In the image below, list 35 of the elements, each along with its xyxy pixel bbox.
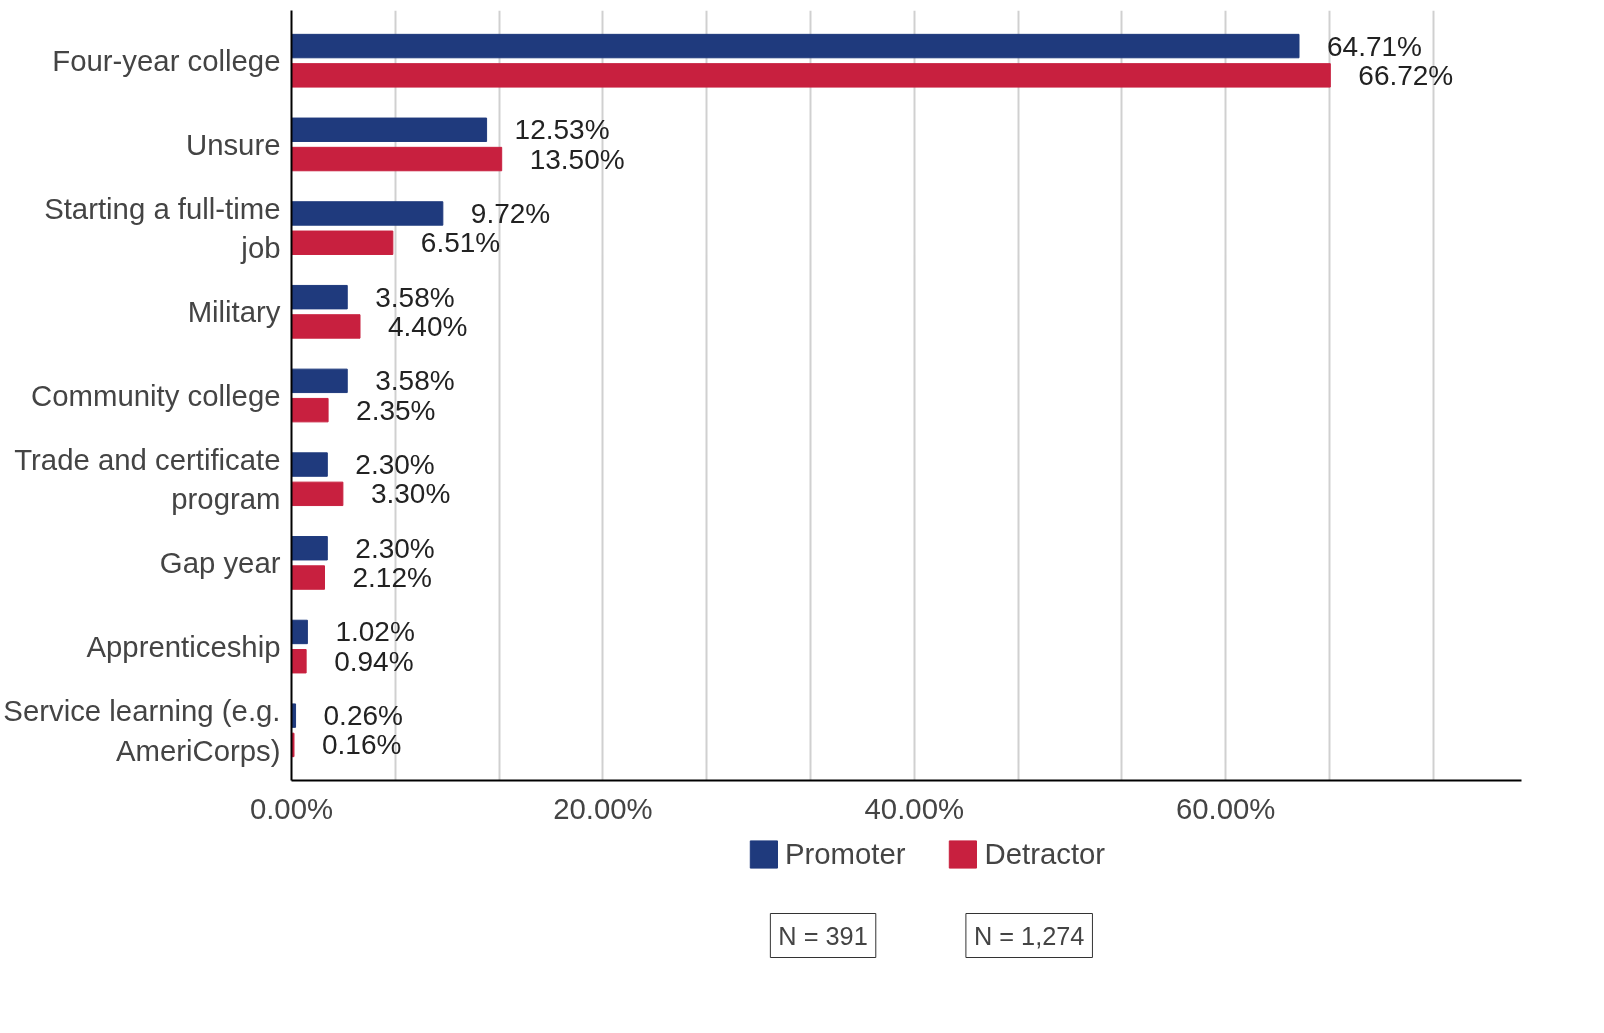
data-label: 0.16% bbox=[321, 729, 402, 761]
data-label: 2.30% bbox=[355, 449, 435, 481]
data-label: 2.35% bbox=[356, 394, 436, 426]
y-tick-label: Starting a full-time job bbox=[44, 191, 281, 265]
x-tick-label: 20.00% bbox=[553, 791, 653, 825]
data-label: 12.53% bbox=[514, 114, 610, 146]
y-tick-label: Apprenticeship bbox=[86, 630, 281, 664]
y-tick-label: Gap year bbox=[159, 546, 281, 580]
data-label: 9.72% bbox=[470, 197, 551, 229]
data-label: 0.26% bbox=[323, 700, 403, 732]
data-label: 2.30% bbox=[355, 532, 435, 564]
data-label: 3.58% bbox=[375, 281, 455, 313]
data-label: 13.50% bbox=[529, 143, 625, 175]
x-tick-label: 40.00% bbox=[864, 791, 965, 825]
legend-label: Promoter bbox=[784, 837, 906, 871]
data-label: 66.72% bbox=[1358, 59, 1454, 91]
data-label: 64.71% bbox=[1327, 30, 1422, 62]
data-label: 2.12% bbox=[352, 562, 432, 594]
data-label: 1.02% bbox=[335, 616, 415, 648]
y-tick-label: Military bbox=[187, 295, 281, 329]
data-label: 0.94% bbox=[334, 645, 414, 677]
data-label: 6.51% bbox=[420, 227, 501, 259]
data-label: 3.58% bbox=[375, 365, 455, 397]
data-label: 4.40% bbox=[388, 310, 468, 342]
y-tick-label: Four-year college bbox=[52, 44, 281, 78]
text: N = 1,274 bbox=[973, 921, 1085, 950]
data-label: 3.30% bbox=[370, 478, 451, 510]
x-tick-label: 60.00% bbox=[1175, 791, 1276, 825]
y-tick-label: Service learning (e.g. AmeriCorps) bbox=[3, 693, 281, 767]
legend-label: Detractor bbox=[984, 837, 1106, 871]
text: N = 391 bbox=[778, 921, 868, 950]
y-tick-label: Community college bbox=[31, 379, 281, 412]
x-tick-label: 0.00% bbox=[249, 791, 334, 825]
y-tick-label: Unsure bbox=[185, 127, 281, 161]
y-tick-label: Trade and certificate program bbox=[14, 442, 281, 516]
